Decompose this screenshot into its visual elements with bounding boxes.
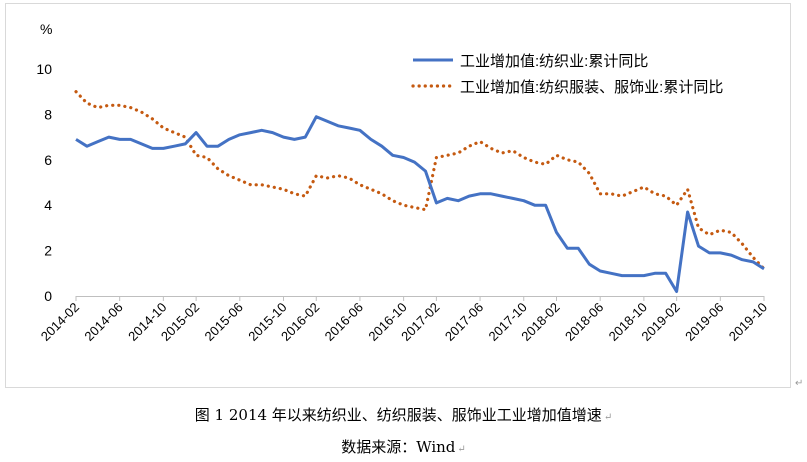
source-caption-text: 数据来源：Wind bbox=[341, 438, 456, 456]
paragraph-mark: ↵ bbox=[457, 444, 466, 455]
y-tick-label: 6 bbox=[44, 152, 52, 168]
x-tick-label: 2015-06 bbox=[202, 300, 246, 344]
y-tick-label: 0 bbox=[44, 288, 52, 304]
legend-label-2: 工业增加值:纺织服装、服饰业:累计同比 bbox=[460, 79, 723, 96]
y-tick-label: 10 bbox=[36, 61, 52, 77]
x-tick-label: 2017-06 bbox=[442, 300, 486, 344]
series-line-1 bbox=[75, 115, 765, 293]
series-line-2 bbox=[74, 90, 766, 271]
paragraph-mark: ↵ bbox=[603, 412, 613, 423]
figure-caption-text: 图 1 2014 年以来纺织业、纺织服装、服饰业工业增加值增速 bbox=[194, 406, 602, 424]
y-tick-label: 4 bbox=[44, 197, 52, 213]
source-caption: 数据来源：Wind ↵ bbox=[0, 436, 807, 457]
figure-caption: 图 1 2014 年以来纺织业、纺织服装、服饰业工业增加值增速 ↵ bbox=[0, 404, 807, 425]
frame-paragraph-mark: ↵ bbox=[795, 378, 804, 389]
y-tick-label: 8 bbox=[44, 106, 52, 122]
x-tick-label: 2014-06 bbox=[81, 300, 125, 344]
x-tick-label: 2019-06 bbox=[682, 300, 726, 344]
y-axis-unit-label: % bbox=[40, 21, 52, 37]
chart-frame bbox=[5, 3, 791, 388]
legend-label-1: 工业增加值:纺织业:累计同比 bbox=[460, 53, 648, 70]
x-tick-label: 2018-06 bbox=[562, 300, 606, 344]
y-tick-label: 2 bbox=[44, 243, 52, 259]
x-tick-label: 2016-06 bbox=[322, 300, 366, 344]
x-tick-label: 2019-10 bbox=[726, 300, 770, 344]
x-tick-label: 2014-02 bbox=[38, 300, 82, 344]
